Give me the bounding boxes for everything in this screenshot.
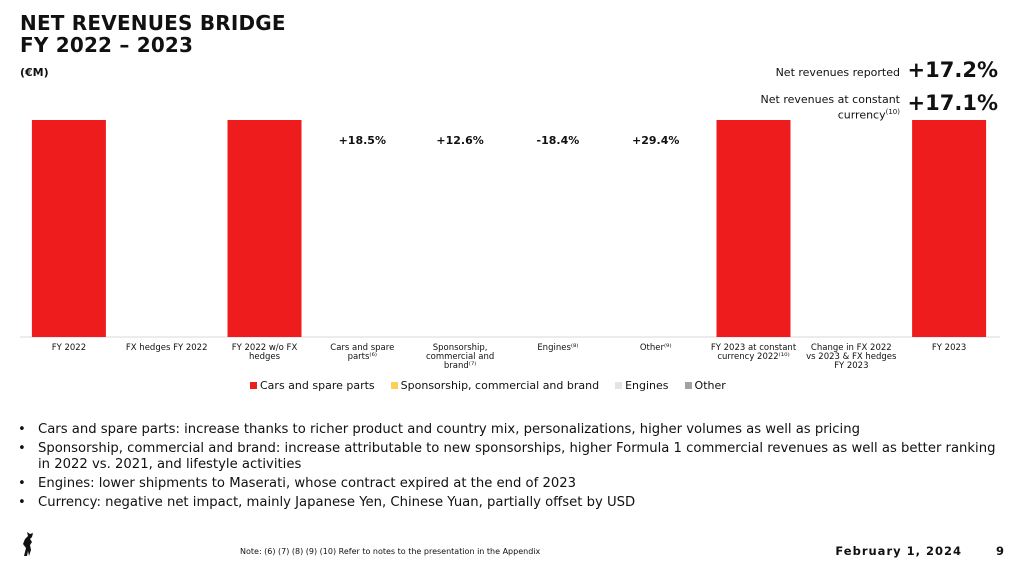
category-label: Change in FX 2022 [811,343,892,353]
bullet-item: • Cars and spare parts: increase thanks t… [18,422,1008,438]
category-label: commercial and [426,352,494,362]
bridge-chart: 4,3214991551205,0954,3785131551205,1665,… [20,120,1000,371]
bullet-dot: • [18,476,26,491]
category-label: hedges [249,352,281,362]
unit-label: (€M) [20,66,49,79]
category-label: Engines⁽⁸⁾ [537,343,578,353]
page-number: 9 [995,544,1004,558]
legend-swatch-engines [615,382,623,389]
title-line-1: NET REVENUES BRIDGE [20,11,286,35]
bullet-text: Currency: negative net impact, mainly Ja… [38,495,636,510]
bar-segment-cars [716,120,791,337]
kpi-constant-label-line1: Net revenues at constant [760,93,900,106]
bar-segment-cars [912,120,987,338]
kpi-constant-label: Net revenues at constant currency(10) [761,93,900,122]
bullet-item: • Engines: lower shipments to Maserati, w… [18,476,1008,492]
legend-swatch-sponsorship [390,382,398,389]
bridge-pct-label: +29.4% [632,134,679,147]
legend-label-cars: Cars and spare parts [260,379,375,392]
kpi-constant-label-line2: currency [837,108,886,122]
prancing-horse-logo-icon [23,532,33,556]
legend-item-other: Other [684,379,726,392]
category-label: FX hedges FY 2022 [126,343,208,353]
category-label: vs 2023 & FX hedges [806,352,897,362]
bullet-list: • Cars and spare parts: increase thanks t… [18,422,1008,514]
category-label: currency 2022⁽¹⁰⁾ [717,352,789,362]
legend-label-sponsorship: Sponsorship, commercial and brand [400,379,600,392]
category-label: Cars and spare [330,343,394,353]
legend-label-other: Other [694,379,726,392]
legend-swatch-cars [250,382,257,389]
kpi-reported-label: Net revenues reported [775,66,900,79]
footnote: Note: (6) (7) (8) (9) (10) Refer to note… [240,547,541,556]
kpi-reported-value: +17.2% [907,58,998,82]
page-title: NET REVENUES BRIDGE FY 2022 – 2023 [20,12,286,56]
category-label: parts⁽⁶⁾ [348,352,377,362]
bullet-dot: • [18,441,26,456]
category-label: FY 2022 [52,343,86,353]
bullet-item: • Currency: negative net impact, mainly J… [18,495,1008,511]
kpi-constant-label-sup: (10) [885,108,900,116]
bullet-text: Cars and spare parts: increase thanks to… [38,422,860,437]
category-label: Other⁽⁹⁾ [640,343,672,353]
bullet-dot: • [18,422,26,437]
legend-item-cars: Cars and spare parts [250,379,375,392]
legend-item-engines: Engines [615,379,669,392]
legend-item-sponsorship: Sponsorship, commercial and brand [390,379,600,392]
footer-date: February 1, 2024 [835,544,962,558]
category-label: FY 2023 at constant [711,343,797,353]
bullet-text: Sponsorship, commercial and brand: incre… [38,441,996,472]
bridge-pct-label: +12.6% [436,134,483,147]
title-line-2: FY 2022 – 2023 [20,33,194,57]
bullet-dot: • [18,495,26,510]
bridge-pct-label: -18.4% [537,134,580,147]
chart-legend: Cars and spare parts Sponsorship, commer… [250,379,726,392]
bridge-pct-label: +18.5% [339,134,386,147]
legend-label-engines: Engines [625,379,669,392]
bullet-text: Engines: lower shipments to Maserati, wh… [38,476,577,491]
category-label: brand⁽⁷⁾ [444,361,476,371]
category-label: FY 2023 [834,361,868,371]
bar-segment-cars [227,120,302,338]
category-label: FY 2023 [932,343,966,353]
bullet-item: • Sponsorship, commercial and brand: incr… [18,441,1008,473]
category-label: FY 2022 w/o FX [232,343,298,353]
category-label: Sponsorship, [433,343,488,353]
bar-segment-cars [31,120,106,337]
legend-swatch-other [684,382,692,389]
kpi-constant-value: +17.1% [907,91,998,115]
